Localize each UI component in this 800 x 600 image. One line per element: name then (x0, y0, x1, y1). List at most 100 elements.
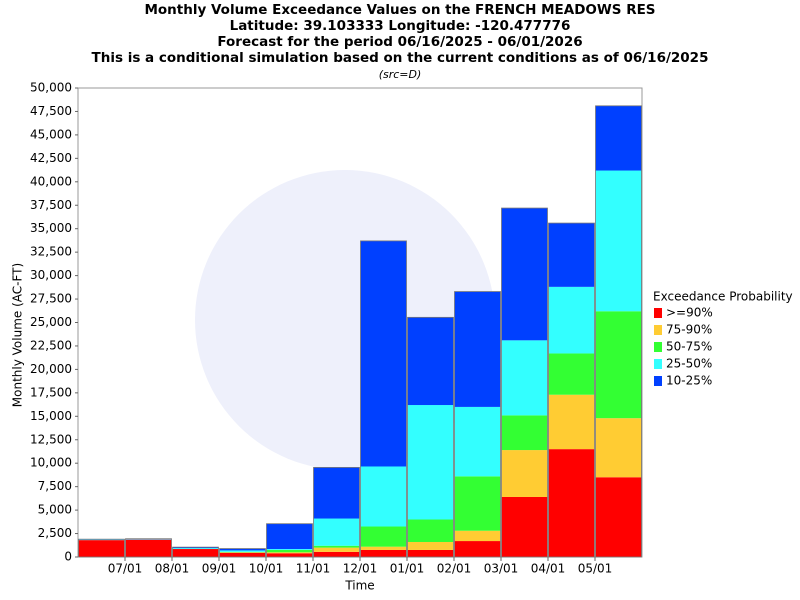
bar-segment (313, 547, 360, 552)
y-tick-label: 25,000 (30, 315, 72, 329)
y-tick-label: 22,500 (30, 338, 72, 352)
y-tick-label: 5,000 (38, 503, 72, 517)
x-tick-label: 09/01 (202, 562, 237, 576)
bar-segment (454, 541, 501, 557)
bar-segment (360, 240, 407, 467)
legend-label: 75-90% (666, 323, 712, 337)
bar-segment (454, 406, 501, 477)
bar-segment (454, 291, 501, 407)
bar-segment (313, 467, 360, 519)
y-tick-label: 12,500 (30, 432, 72, 446)
bar-outline (172, 546, 219, 558)
y-tick-label: 32,500 (30, 245, 72, 259)
bar-outline (595, 105, 642, 558)
y-tick-label: 30,000 (30, 268, 72, 282)
y-tick-label: 47,500 (30, 104, 72, 118)
y-tick-label: 45,000 (30, 127, 72, 141)
bar-segment (360, 466, 407, 527)
legend-swatch (654, 342, 662, 352)
legend-swatch (654, 308, 662, 318)
y-tick-label: 2,500 (38, 526, 72, 540)
bar-outline (501, 207, 548, 558)
y-tick-label: 27,500 (30, 292, 72, 306)
x-tick-label: 12/01 (343, 562, 378, 576)
legend-title: Exceedance Probability (653, 290, 793, 304)
chart-subtitle: Forecast for the period 06/16/2025 - 06/… (217, 34, 582, 50)
bar-segment (595, 170, 642, 312)
bar-outline (548, 222, 595, 558)
bar-outline (313, 467, 360, 558)
bar-outline (78, 538, 125, 558)
chart-title: Monthly Volume Exceedance Values on the … (144, 2, 655, 18)
chart-subtitle: This is a conditional simulation based o… (92, 50, 709, 66)
bar-segment (548, 394, 595, 450)
bar-segment (125, 539, 172, 557)
bar-segment (172, 547, 219, 549)
bar-segment (407, 549, 454, 557)
x-tick-label: 04/01 (531, 562, 566, 576)
bar-segment (501, 208, 548, 341)
x-tick-label: 01/01 (390, 562, 425, 576)
source-note: (src=D) (379, 68, 422, 81)
bar-segment (407, 519, 454, 542)
bar-segment (548, 286, 595, 354)
bar-outline (266, 523, 313, 558)
x-tick-label: 11/01 (296, 562, 331, 576)
bar-segment (407, 541, 454, 550)
bar-segment (266, 523, 313, 550)
bar-segment (595, 418, 642, 478)
y-tick-label: 35,000 (30, 221, 72, 235)
legend-label: 10-25% (666, 374, 712, 388)
bar-segment (172, 549, 219, 557)
bar-segment (548, 223, 595, 287)
y-tick-label: 40,000 (30, 174, 72, 188)
x-tick-label: 07/01 (108, 562, 143, 576)
bar-segment (78, 540, 125, 557)
bar-segment (501, 450, 548, 497)
bar-segment (266, 553, 313, 557)
bar-segment (501, 340, 548, 416)
bar-segment (219, 552, 266, 557)
x-tick-label: 02/01 (437, 562, 472, 576)
bar-segment (360, 549, 407, 557)
bar-outline (454, 291, 501, 558)
legend-label: 50-75% (666, 340, 712, 354)
bar-outline (125, 538, 172, 558)
legend-label: >=90% (666, 306, 713, 320)
x-axis-label: Time (344, 579, 374, 593)
bar-outline (219, 548, 266, 558)
bar-segment (595, 477, 642, 557)
bar-segment (266, 549, 313, 553)
bar-segment (313, 518, 360, 546)
y-axis-label: Monthly Volume (AC-FT) (11, 263, 25, 407)
bar-segment (219, 550, 266, 552)
bar-segment (501, 496, 548, 557)
legend-swatch (654, 325, 662, 335)
bar-outline (360, 240, 407, 558)
y-tick-label: 42,500 (30, 151, 72, 165)
bar-segment (548, 353, 595, 395)
y-tick-label: 7,500 (38, 479, 72, 493)
bar-segment (454, 476, 501, 531)
bar-segment (360, 546, 407, 550)
bar-segment (313, 551, 360, 557)
bar-outline (407, 316, 454, 558)
y-tick-label: 0 (64, 550, 72, 564)
bar-segment (595, 311, 642, 419)
y-tick-label: 10,000 (30, 456, 72, 470)
x-tick-label: 08/01 (155, 562, 190, 576)
y-tick-label: 50,000 (30, 81, 72, 95)
x-tick-label: 05/01 (578, 562, 613, 576)
y-tick-label: 17,500 (30, 385, 72, 399)
bar-segment (360, 526, 407, 547)
chart-subtitle: Latitude: 39.103333 Longitude: -120.4777… (230, 18, 571, 34)
y-tick-label: 20,000 (30, 362, 72, 376)
x-tick-label: 03/01 (484, 562, 519, 576)
bar-segment (407, 405, 454, 520)
legend-swatch (654, 376, 662, 386)
bar-segment (172, 548, 219, 550)
legend-label: 25-50% (666, 357, 712, 371)
y-tick-label: 15,000 (30, 409, 72, 423)
legend-swatch (654, 359, 662, 369)
bar-segment (266, 552, 313, 554)
